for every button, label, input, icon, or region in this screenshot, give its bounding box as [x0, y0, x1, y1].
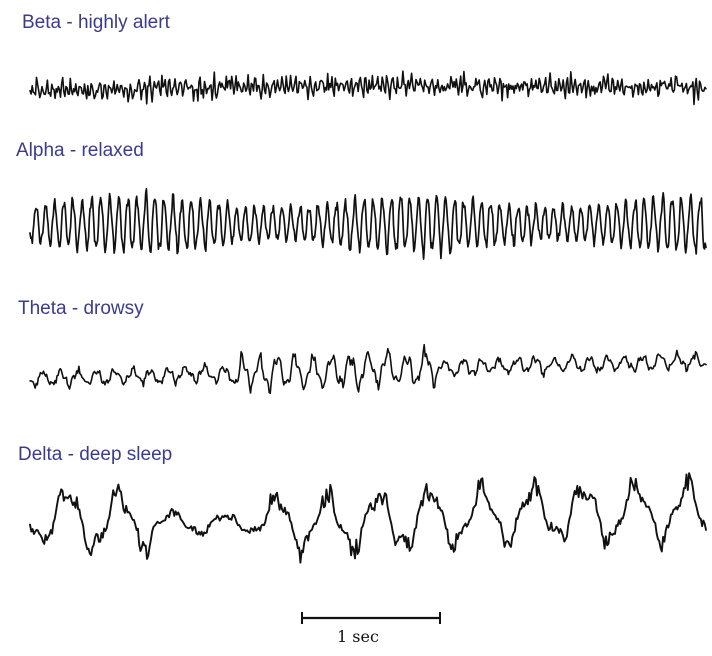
delta-wave-path [29, 472, 707, 564]
alpha-wave-trace [29, 188, 707, 260]
alpha-wave-path [29, 188, 707, 260]
beta-wave-label: Beta - highly alert [22, 12, 170, 33]
delta-wave-trace [29, 472, 707, 564]
beta-wave-trace [29, 70, 707, 106]
theta-wave-label: Theta - drowsy [18, 298, 144, 319]
theta-wave-trace [29, 343, 707, 395]
theta-wave-path [29, 343, 707, 395]
time-scale-bar [301, 612, 441, 624]
beta-wave-path [29, 70, 707, 106]
delta-wave-label: Delta - deep sleep [18, 444, 173, 465]
time-scale-label: 1 sec [337, 627, 379, 646]
alpha-wave-label: Alpha - relaxed [16, 140, 144, 161]
